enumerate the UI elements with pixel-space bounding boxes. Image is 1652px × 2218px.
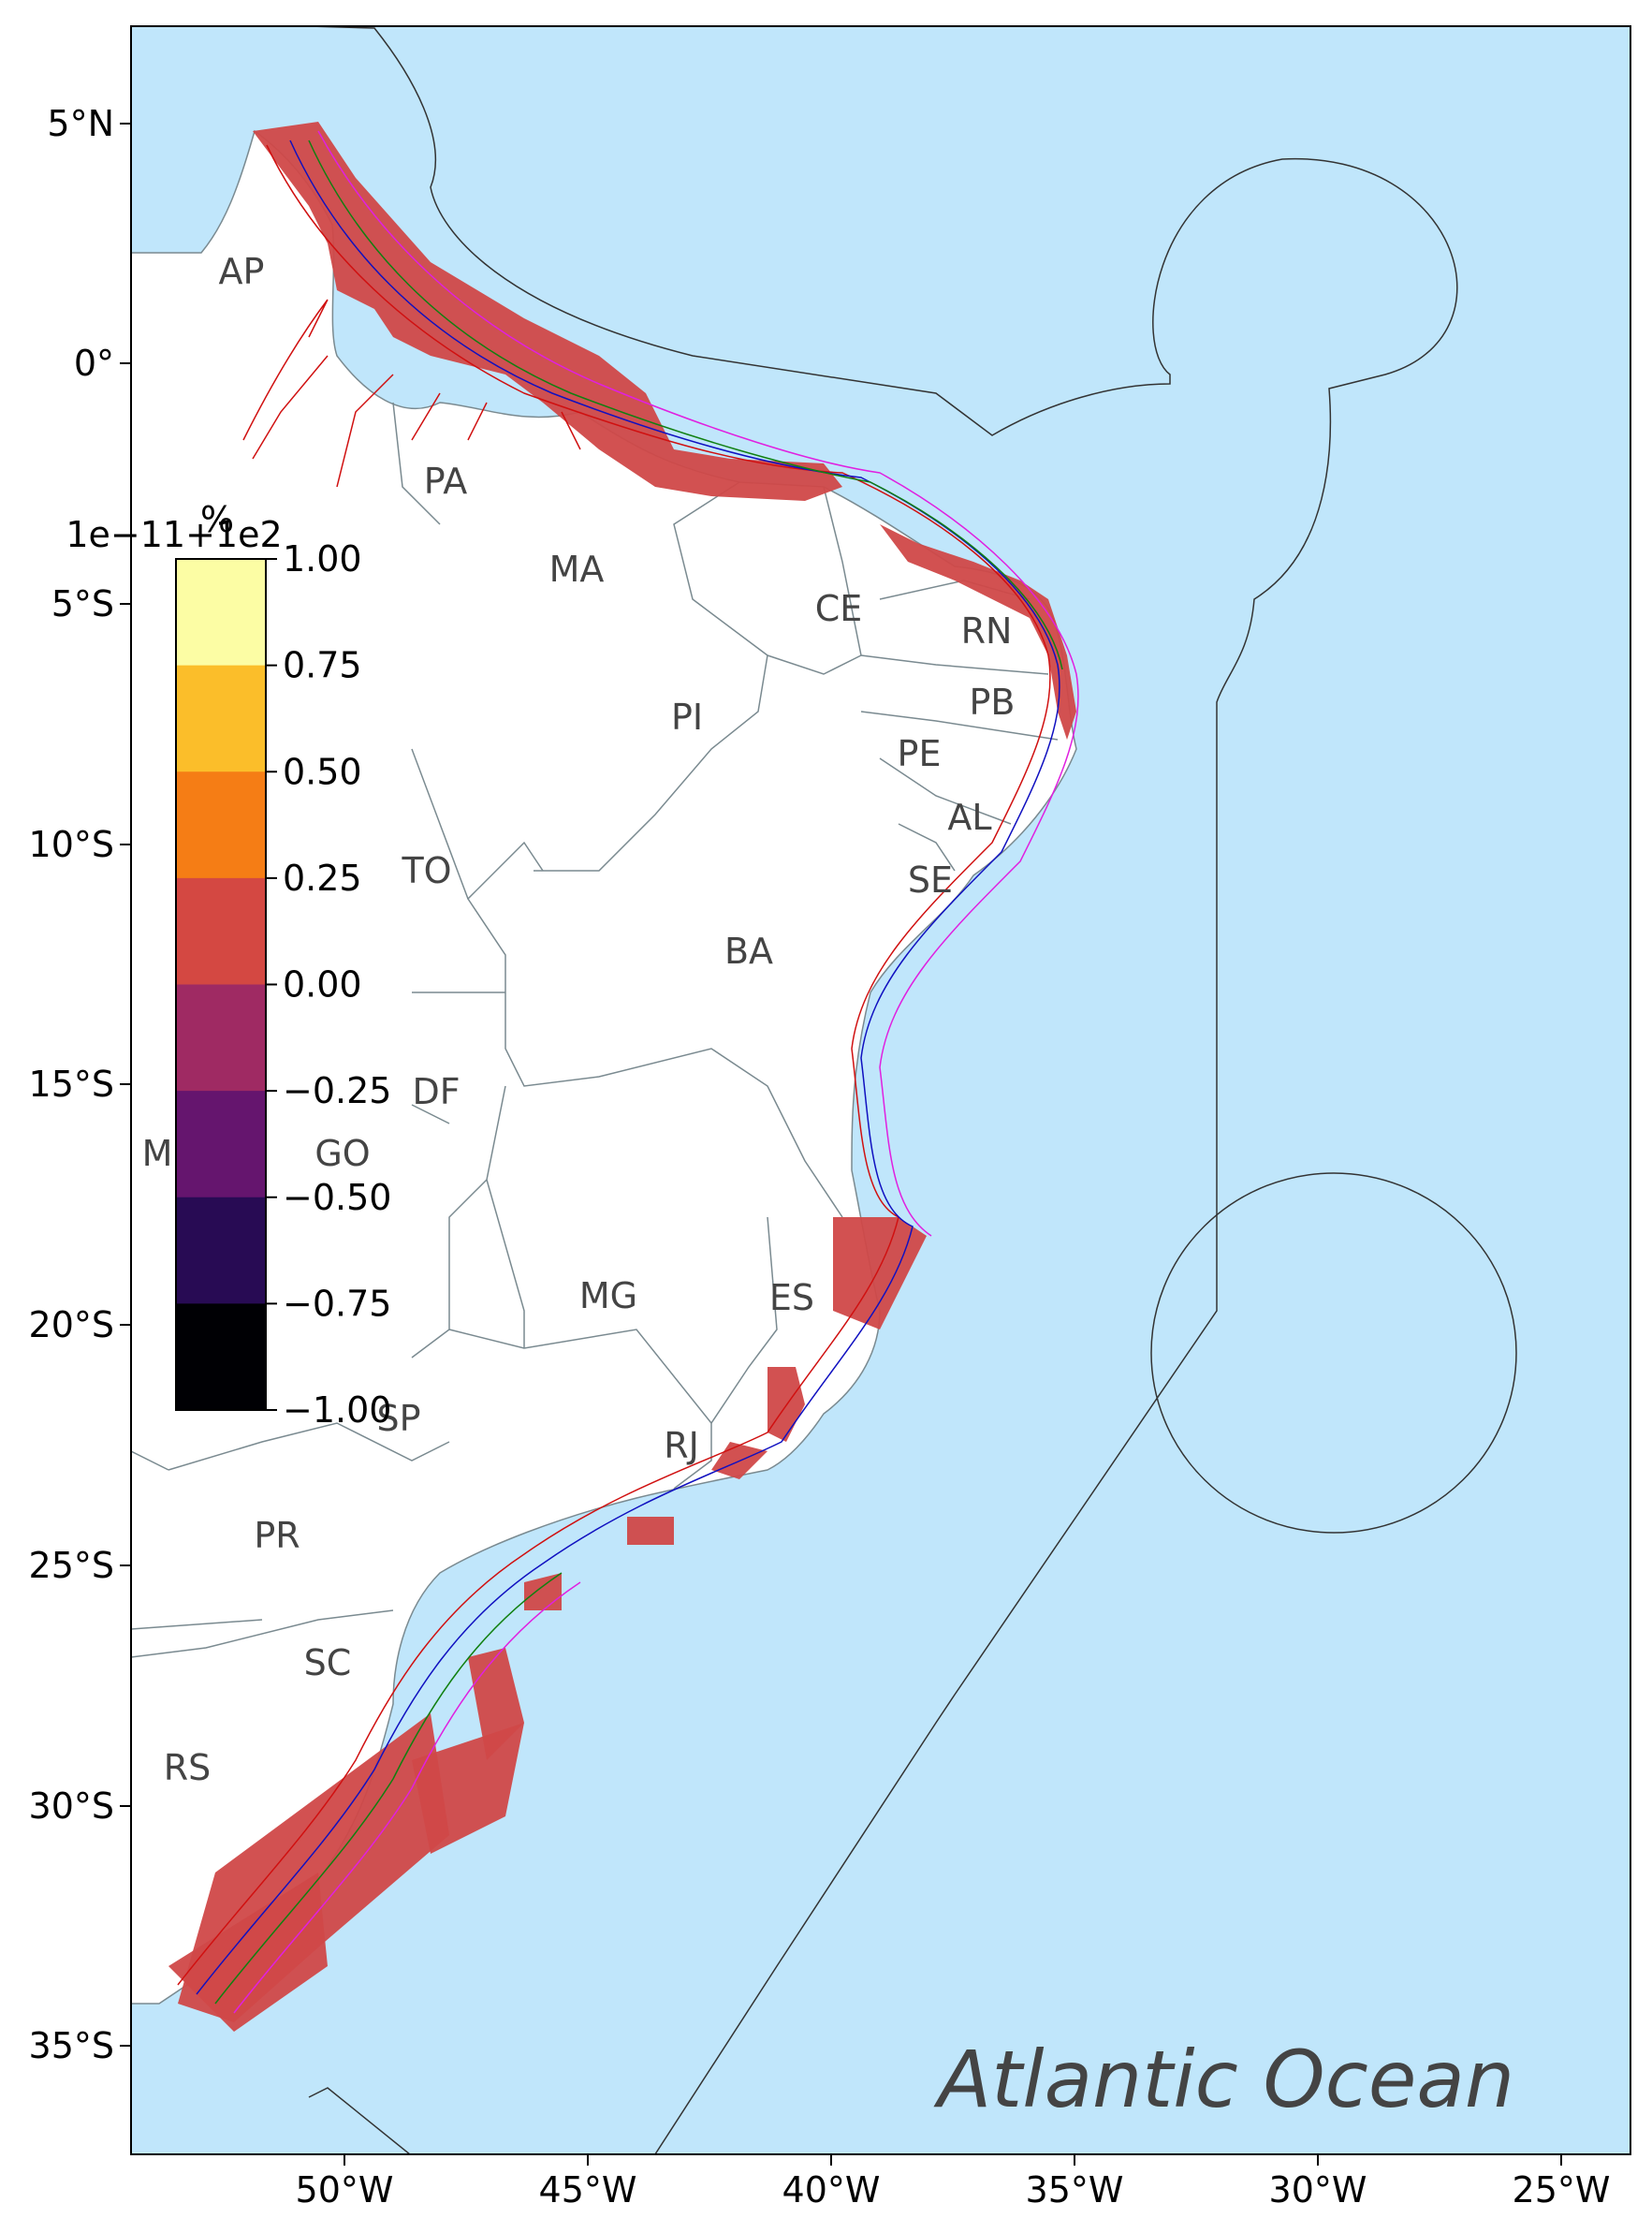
colorbar-tick-label: 0.25 bbox=[283, 858, 362, 899]
colorbar-title: % bbox=[200, 499, 234, 540]
longitude-tick-label: 35°W bbox=[1026, 2169, 1124, 2211]
latitude-tick-label: 25°S bbox=[29, 1545, 114, 1586]
state-label-rs: RS bbox=[164, 1747, 212, 1788]
colorbar-tick-label: −0.25 bbox=[283, 1070, 391, 1111]
colorbar-tick-label: 0.75 bbox=[283, 645, 362, 686]
longitude-tick-label: 40°W bbox=[782, 2169, 881, 2211]
colorbar-swatch bbox=[176, 1197, 266, 1304]
colorbar-swatch bbox=[176, 665, 266, 772]
colorbar-tick-label: 1.00 bbox=[283, 538, 362, 580]
latitude-axis: 5°N 0° 5°S 10°S 15°S 20°S 25°S 30°S 35°S bbox=[29, 103, 131, 2066]
latitude-tick-label: 20°S bbox=[29, 1304, 114, 1345]
state-label-es: ES bbox=[769, 1277, 814, 1318]
colorbar-swatch bbox=[176, 1091, 266, 1198]
latitude-tick-label: 30°S bbox=[29, 1785, 114, 1827]
eez-boundary bbox=[308, 26, 1458, 2154]
state-label-to: TO bbox=[401, 850, 451, 891]
colorbar-tick-label: −0.50 bbox=[283, 1177, 391, 1218]
ocean-label: Atlantic Ocean bbox=[933, 2034, 1514, 2125]
state-label-rn: RN bbox=[961, 610, 1013, 652]
longitude-tick-label: 50°W bbox=[296, 2169, 394, 2211]
state-label-mg: MG bbox=[579, 1275, 637, 1316]
state-label-go: GO bbox=[314, 1133, 370, 1174]
latitude-tick-label: 5°S bbox=[51, 583, 114, 624]
state-label-se: SE bbox=[908, 859, 953, 901]
latitude-tick-label: 5°N bbox=[47, 103, 114, 144]
state-label-rj: RJ bbox=[664, 1425, 699, 1466]
latitude-tick-label: 15°S bbox=[29, 1064, 114, 1105]
colorbar: 1.00 0.75 0.50 0.25 0.00 −0.25 −0.50 −0.75 −1.00… bbox=[66, 499, 391, 1431]
state-label-m: M bbox=[142, 1133, 173, 1174]
state-label-ba: BA bbox=[724, 931, 773, 972]
state-label-sp: SP bbox=[376, 1398, 420, 1439]
colorbar-tick-label: 0.50 bbox=[283, 751, 362, 792]
colorbar-swatch bbox=[176, 1303, 266, 1411]
state-label-pe: PE bbox=[898, 733, 942, 774]
colorbar-swatch bbox=[176, 771, 266, 879]
state-label-ma: MA bbox=[549, 549, 605, 590]
longitude-tick-label: 45°W bbox=[539, 2169, 637, 2211]
latitude-tick-label: 35°S bbox=[29, 2025, 114, 2066]
isobath-contours bbox=[177, 130, 1079, 2014]
trindade-eez-boundary bbox=[1150, 1172, 1517, 1534]
state-label-ap: AP bbox=[219, 251, 265, 292]
state-label-pi: PI bbox=[671, 697, 703, 738]
state-label-pb: PB bbox=[970, 682, 1016, 723]
colorbar-swatch bbox=[176, 877, 266, 985]
state-label-al: AL bbox=[947, 797, 991, 838]
colorbar-tick-label: −0.75 bbox=[283, 1283, 391, 1324]
colorbar-swatch bbox=[176, 984, 266, 1092]
map-frame bbox=[130, 25, 1631, 2155]
longitude-tick-label: 25°W bbox=[1513, 2169, 1611, 2211]
colorbar-tick-label: −1.00 bbox=[283, 1389, 391, 1431]
colorbar-tick-label: 0.00 bbox=[283, 964, 362, 1006]
state-label-pa: PA bbox=[424, 461, 467, 502]
longitude-axis: 50°W 45°W 40°W 35°W 30°W 25°W bbox=[296, 2154, 1611, 2211]
colorbar-offset-label: 1e−11+1e2 bbox=[66, 514, 282, 555]
latitude-tick-label: 10°S bbox=[29, 824, 114, 865]
colorbar-swatch bbox=[176, 559, 266, 667]
state-label-sc: SC bbox=[304, 1642, 352, 1683]
latitude-tick-label: 0° bbox=[74, 343, 114, 384]
state-label-ce: CE bbox=[815, 588, 863, 629]
longitude-tick-label: 30°W bbox=[1269, 2169, 1367, 2211]
state-label-pr: PR bbox=[254, 1515, 300, 1556]
state-label-df: DF bbox=[412, 1071, 460, 1112]
